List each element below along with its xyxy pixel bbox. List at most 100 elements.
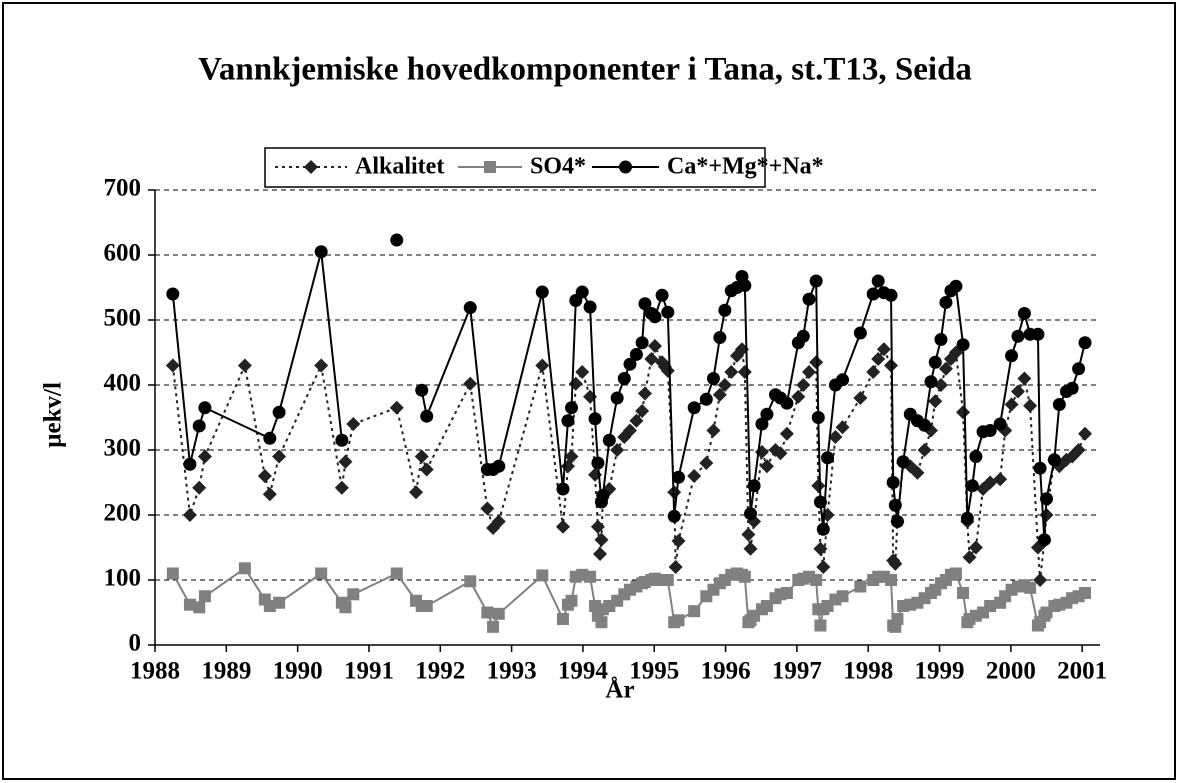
y-tick-label: 100	[104, 565, 142, 592]
circle-marker	[969, 450, 983, 463]
square-marker	[273, 596, 286, 609]
y-tick-label: 300	[104, 435, 142, 462]
square-marker	[949, 567, 962, 580]
x-tick-label: 1994	[558, 658, 609, 685]
circle-marker	[492, 459, 506, 473]
diamond-marker	[1004, 397, 1019, 412]
x-tick-label: 1999	[915, 658, 965, 685]
circle-marker	[884, 288, 898, 302]
diamond-marker	[644, 352, 659, 366]
square-marker	[984, 600, 997, 612]
legend-label: Ca*+Mg*+Na*	[667, 154, 824, 180]
circle-marker	[648, 310, 662, 324]
circle-marker	[1072, 362, 1086, 376]
square-marker	[193, 601, 206, 614]
x-tick-label: 2001	[1057, 658, 1107, 685]
diamond-marker	[853, 391, 868, 405]
diamond-marker	[334, 480, 349, 495]
x-tick-label: 1991	[344, 658, 394, 685]
circle-marker	[853, 326, 867, 340]
square-marker	[390, 567, 403, 580]
diamond-marker	[535, 358, 550, 373]
circle-marker	[809, 274, 823, 288]
square-marker	[584, 570, 597, 583]
x-tick-label: 1995	[629, 658, 679, 685]
diamond-marker	[165, 358, 180, 373]
square-marker	[836, 590, 849, 603]
circle-marker	[866, 287, 880, 301]
circle-marker	[198, 401, 212, 415]
diamond-marker	[835, 420, 850, 435]
circle-marker	[918, 418, 932, 432]
diamond-marker	[796, 378, 811, 392]
square-marker	[661, 574, 674, 586]
diamond-marker	[660, 363, 675, 378]
y-tick-label: 500	[104, 305, 142, 332]
circle-marker	[617, 372, 631, 385]
y-tick-label: 700	[104, 175, 142, 202]
circle-marker	[655, 288, 669, 302]
diamond-marker	[192, 480, 207, 495]
square-marker	[595, 616, 608, 629]
circle-marker	[638, 297, 652, 311]
circle-marker	[661, 305, 675, 319]
circle-marker	[1052, 398, 1066, 411]
diamond-marker	[743, 541, 758, 556]
legend-label: SO4*	[530, 154, 586, 180]
circle-marker	[390, 233, 404, 247]
y-tick-label: 0	[129, 630, 142, 657]
circle-marker	[1040, 492, 1054, 506]
circle-marker	[836, 373, 850, 387]
circle-marker	[591, 456, 605, 470]
diamond-marker	[622, 423, 637, 438]
x-tick-label: 1988	[130, 658, 180, 685]
diamond-marker	[993, 472, 1008, 487]
diamond-marker	[802, 365, 817, 379]
square-marker	[738, 570, 751, 583]
diamond-marker	[717, 378, 732, 392]
circle-marker	[796, 329, 810, 343]
square-marker	[347, 588, 360, 601]
diamond-marker	[346, 417, 361, 431]
circle-marker	[924, 375, 938, 389]
circle-marker	[1037, 533, 1051, 547]
diamond-marker	[813, 541, 828, 556]
circle-marker	[183, 457, 197, 471]
y-tick-label: 400	[104, 370, 142, 397]
diamond-marker	[888, 556, 903, 571]
square-marker	[492, 607, 505, 620]
diamond-marker	[629, 413, 644, 428]
x-tick-label: 1993	[487, 658, 537, 685]
diamond-marker	[928, 394, 943, 409]
square-marker	[780, 587, 793, 599]
circle-marker	[738, 279, 752, 293]
square-marker	[536, 569, 549, 582]
y-tick-label: 600	[104, 240, 142, 267]
x-tick-label: 1996	[701, 658, 751, 685]
circle-marker	[755, 417, 769, 431]
circle-marker	[949, 279, 963, 293]
x-tick-label: 1998	[843, 658, 893, 685]
circle-marker	[965, 479, 979, 493]
square-marker	[315, 567, 328, 580]
diamond-marker	[759, 459, 774, 474]
circle-marker	[747, 479, 761, 493]
circle-marker	[706, 372, 720, 385]
circle-marker	[671, 470, 685, 484]
diamond-marker	[480, 501, 495, 516]
diamond-marker	[272, 449, 287, 464]
diamond-marker	[610, 443, 625, 457]
circle-marker	[813, 495, 827, 509]
circle-marker	[596, 489, 610, 502]
diamond-marker	[389, 400, 404, 415]
diamond-marker	[594, 532, 609, 547]
circle-marker	[565, 401, 579, 415]
circle-marker	[934, 333, 948, 346]
circle-marker	[635, 336, 649, 350]
circle-marker	[535, 285, 549, 299]
square-marker	[481, 606, 494, 619]
circle-marker	[556, 482, 570, 496]
diamond-marker	[791, 389, 806, 404]
square-marker	[814, 619, 827, 632]
